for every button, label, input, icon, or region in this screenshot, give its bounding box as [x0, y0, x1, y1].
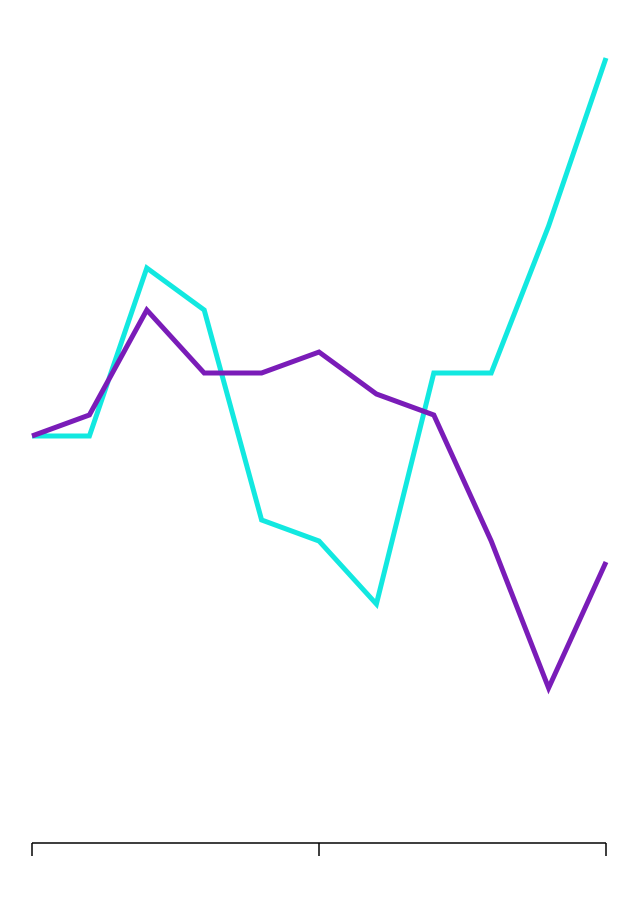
data-line — [31, 305, 609, 695]
data-line — [32, 57, 609, 610]
